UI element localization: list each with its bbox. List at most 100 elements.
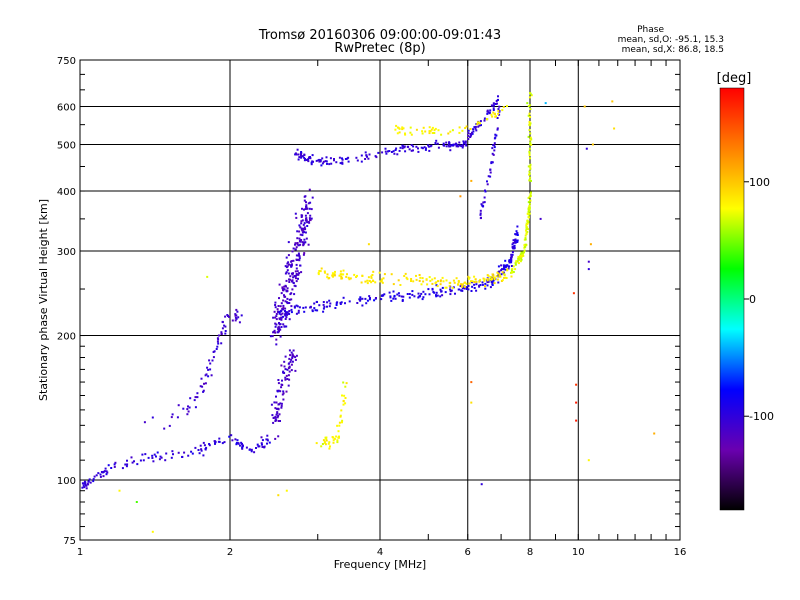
- data-point: [528, 195, 531, 198]
- data-point: [506, 105, 508, 108]
- data-point: [300, 153, 302, 156]
- data-point: [284, 265, 287, 268]
- data-point: [404, 132, 406, 135]
- data-point: [302, 241, 305, 244]
- data-point: [325, 160, 328, 163]
- data-point: [461, 129, 464, 132]
- data-point: [529, 143, 532, 146]
- data-point: [439, 279, 442, 282]
- data-point: [172, 453, 174, 456]
- data-point: [130, 456, 133, 459]
- data-point: [205, 373, 208, 376]
- data-point: [170, 456, 173, 459]
- data-point: [285, 301, 288, 304]
- data-point: [274, 325, 277, 328]
- chart-title: Tromsø 20160306 09:00:00-09:01:43: [258, 28, 501, 43]
- data-point: [479, 278, 482, 281]
- data-point: [415, 128, 418, 131]
- data-point: [397, 126, 400, 129]
- phase-stats-x: mean, sd,X: 86.8, 18.5: [622, 45, 724, 55]
- data-point: [327, 442, 330, 445]
- data-point: [160, 456, 163, 459]
- data-point: [274, 331, 277, 334]
- data-point: [298, 306, 301, 309]
- data-point: [421, 132, 424, 135]
- data-point: [406, 278, 409, 281]
- data-point: [429, 130, 432, 133]
- y-tick-label: 300: [57, 247, 76, 258]
- data-point: [514, 262, 517, 265]
- data-point: [322, 160, 325, 163]
- data-point: [282, 370, 285, 373]
- data-point: [107, 464, 110, 467]
- data-point: [309, 201, 312, 204]
- data-point: [502, 264, 505, 267]
- data-point: [529, 138, 532, 141]
- data-point: [221, 320, 224, 323]
- data-point: [344, 302, 346, 305]
- data-point: [323, 270, 326, 273]
- data-point: [322, 439, 325, 442]
- data-point: [527, 221, 530, 224]
- data-point: [528, 170, 531, 173]
- data-point: [483, 278, 486, 281]
- data-point: [327, 277, 330, 280]
- data-point: [515, 233, 518, 236]
- data-point: [415, 145, 418, 148]
- data-point: [470, 179, 473, 182]
- data-point: [504, 264, 507, 267]
- data-point: [164, 459, 167, 462]
- data-point: [104, 467, 107, 470]
- x-tick-label: 16: [674, 547, 687, 558]
- data-point: [241, 446, 244, 449]
- data-point: [572, 292, 575, 295]
- data-point: [95, 474, 98, 477]
- data-point: [398, 294, 401, 297]
- y-tick-label: 600: [57, 103, 76, 114]
- data-point: [320, 164, 323, 167]
- data-point: [286, 297, 289, 300]
- data-point: [401, 128, 404, 131]
- data-point: [133, 460, 135, 463]
- data-point: [475, 289, 478, 292]
- data-point: [238, 321, 241, 324]
- data-point: [498, 270, 501, 273]
- data-point: [526, 212, 529, 215]
- data-point: [528, 121, 531, 124]
- data-point: [188, 406, 191, 409]
- data-point: [186, 413, 189, 416]
- data-point: [284, 310, 286, 312]
- data-point: [368, 295, 371, 298]
- data-point: [268, 441, 271, 444]
- data-point: [291, 250, 294, 253]
- data-point: [139, 459, 142, 462]
- data-point: [278, 322, 280, 324]
- data-point: [284, 284, 287, 287]
- data-point: [218, 440, 221, 443]
- data-point: [86, 482, 89, 485]
- data-point: [217, 342, 220, 345]
- data-point: [279, 323, 282, 326]
- data-point: [342, 403, 345, 406]
- data-point: [295, 263, 298, 266]
- data-point: [409, 126, 412, 129]
- data-point: [527, 207, 530, 210]
- data-point: [289, 360, 292, 363]
- data-point: [118, 489, 121, 492]
- data-point: [318, 304, 321, 307]
- data-point: [307, 202, 310, 205]
- data-point: [228, 315, 230, 318]
- data-point: [189, 397, 192, 400]
- data-point: [465, 144, 468, 147]
- data-point: [307, 243, 310, 246]
- data-point: [478, 285, 481, 288]
- data-point: [284, 311, 287, 314]
- data-point: [458, 131, 461, 134]
- data-point: [412, 145, 415, 148]
- data-point: [398, 149, 401, 152]
- data-point: [528, 123, 531, 126]
- y-tick-label: 75: [63, 536, 76, 547]
- data-point: [280, 326, 283, 328]
- data-point: [290, 260, 293, 263]
- data-point: [524, 234, 527, 237]
